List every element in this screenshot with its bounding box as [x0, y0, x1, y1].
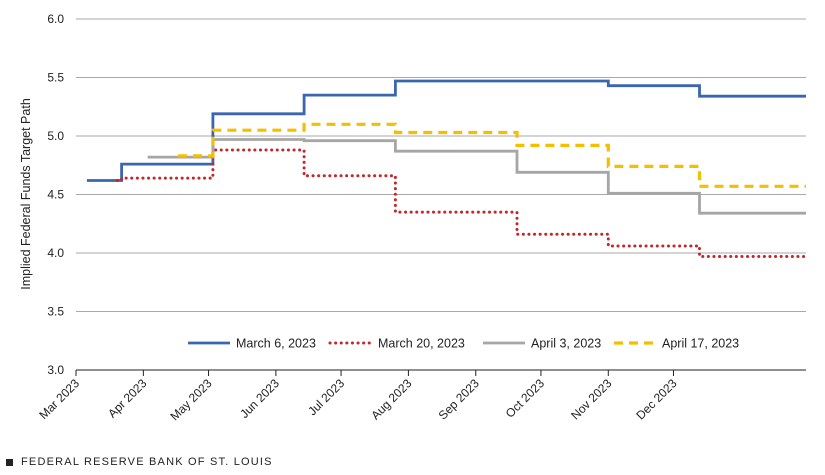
x-tick-label: Nov 2023 — [568, 376, 614, 422]
y-axis-label: Implied Federal Funds Target Path — [19, 98, 33, 290]
square-icon — [6, 458, 13, 466]
x-tick-label: Oct 2023 — [503, 376, 548, 421]
y-axis-ticks: 3.0 3.5 4.0 4.5 5.0 5.5 6.0 — [47, 12, 64, 377]
legend-label: March 6, 2023 — [236, 337, 316, 351]
source-text: FEDERAL RESERVE BANK OF ST. LOUIS — [21, 456, 273, 468]
y-tick-label: 4.5 — [47, 188, 64, 202]
legend: March 6, 2023 March 20, 2023 April 3, 2023… — [188, 337, 739, 351]
source-footer: FEDERAL RESERVE BANK OF ST. LOUIS — [6, 456, 273, 468]
legend-label: April 3, 2023 — [531, 337, 601, 351]
x-axis: Mar 2023 Apr 2023 May 2023 Jun 2023 Jul 2023… — [36, 369, 806, 423]
y-tick-label: 5.0 — [47, 129, 64, 143]
series-line — [115, 148, 808, 258]
series-line — [147, 138, 806, 215]
series-line — [178, 122, 806, 188]
x-tick-label: Sep 2023 — [436, 376, 482, 422]
y-tick-label: 5.5 — [47, 71, 64, 85]
y-tick-label: 3.5 — [47, 305, 64, 319]
x-tick-label: Jul 2023 — [305, 376, 347, 418]
series-line — [86, 79, 806, 182]
x-tick-label: Apr 2023 — [105, 376, 150, 421]
y-tick-label: 4.0 — [47, 246, 64, 260]
x-tick-label: Mar 2023 — [36, 376, 82, 422]
x-tick-label: May 2023 — [167, 376, 214, 423]
x-tick-label: Jun 2023 — [237, 376, 282, 421]
y-tick-label: 3.0 — [47, 363, 64, 377]
legend-label: March 20, 2023 — [378, 337, 465, 351]
legend-label: April 17, 2023 — [662, 337, 739, 351]
grid-lines — [76, 18, 806, 312]
series-lines — [86, 79, 808, 258]
x-tick-label: Dec 2023 — [633, 376, 679, 422]
y-tick-label: 6.0 — [47, 12, 64, 26]
x-tick-label: Aug 2023 — [368, 376, 414, 422]
